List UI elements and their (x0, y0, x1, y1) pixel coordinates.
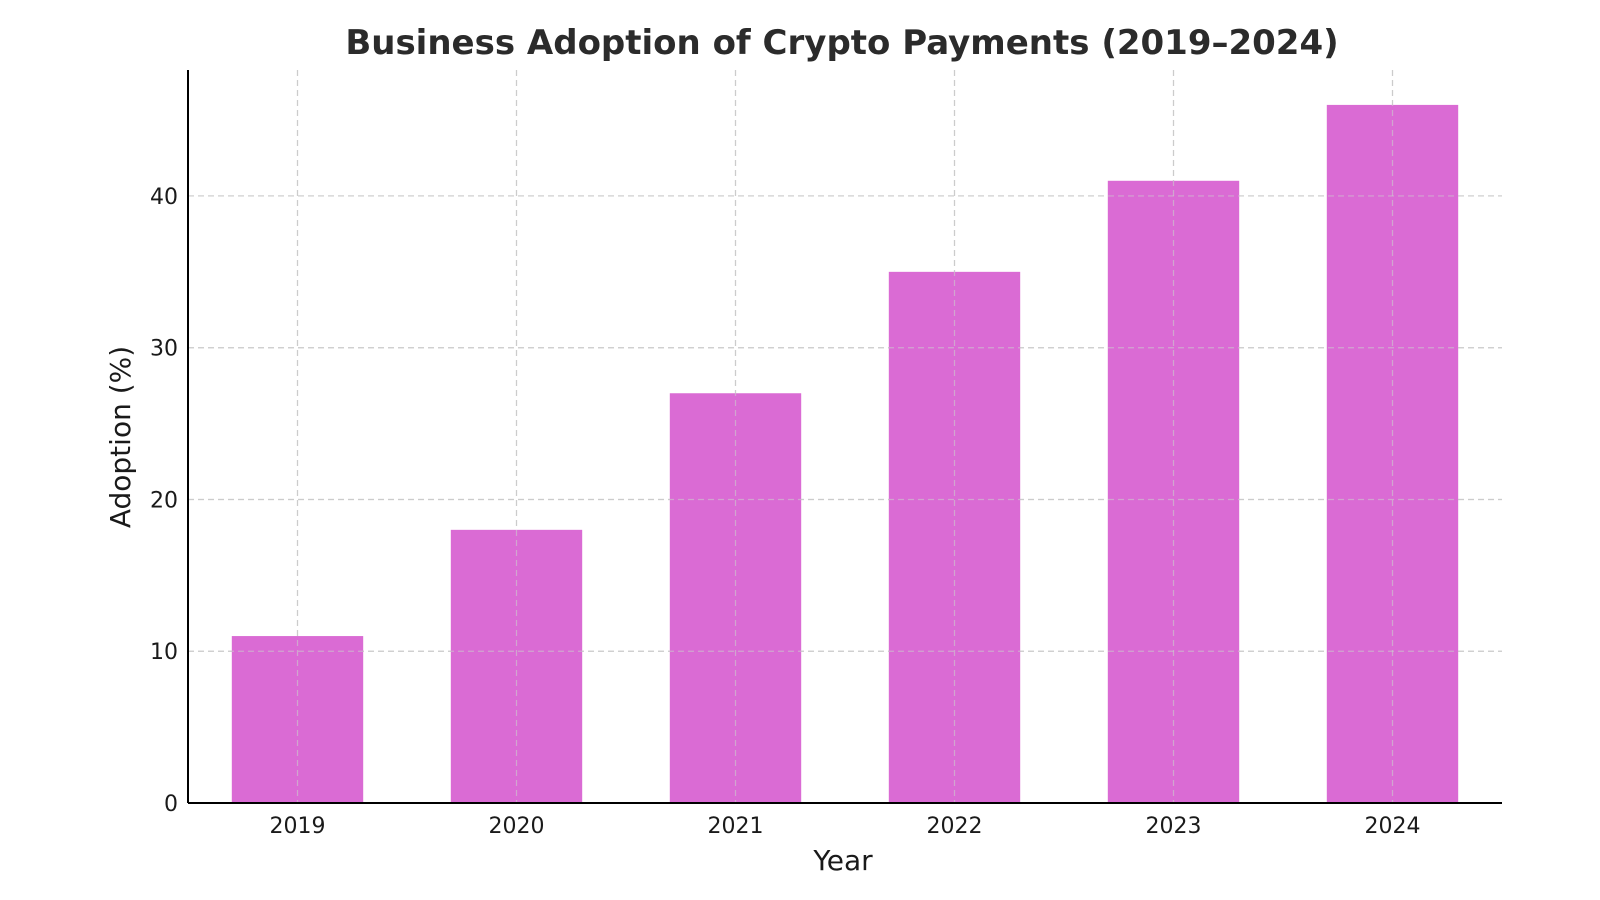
y-tick-label: 20 (150, 488, 178, 513)
axes (187, 70, 1502, 804)
x-tick-label: 2023 (1146, 814, 1202, 839)
y-tick-label: 0 (164, 792, 178, 817)
y-tick-label: 40 (150, 185, 178, 210)
x-tick-label: 2022 (927, 814, 983, 839)
tick-labels: 0 10 20 30 40 2019 2020 2021 2022 2023 2024 (150, 185, 1421, 839)
y-tick-label: 10 (150, 640, 178, 665)
y-tick-label: 30 (150, 337, 178, 362)
bars (188, 70, 1502, 804)
grid (188, 70, 1502, 803)
x-axis-label: Year (812, 844, 873, 877)
x-tick-label: 2020 (489, 814, 545, 839)
chart-title: Business Adoption of Crypto Payments (20… (345, 23, 1338, 63)
x-tick-label: 2024 (1365, 814, 1421, 839)
x-tick-label: 2021 (708, 814, 764, 839)
y-axis-label: Adoption (%) (104, 346, 137, 528)
x-tick-label: 2019 (270, 814, 326, 839)
